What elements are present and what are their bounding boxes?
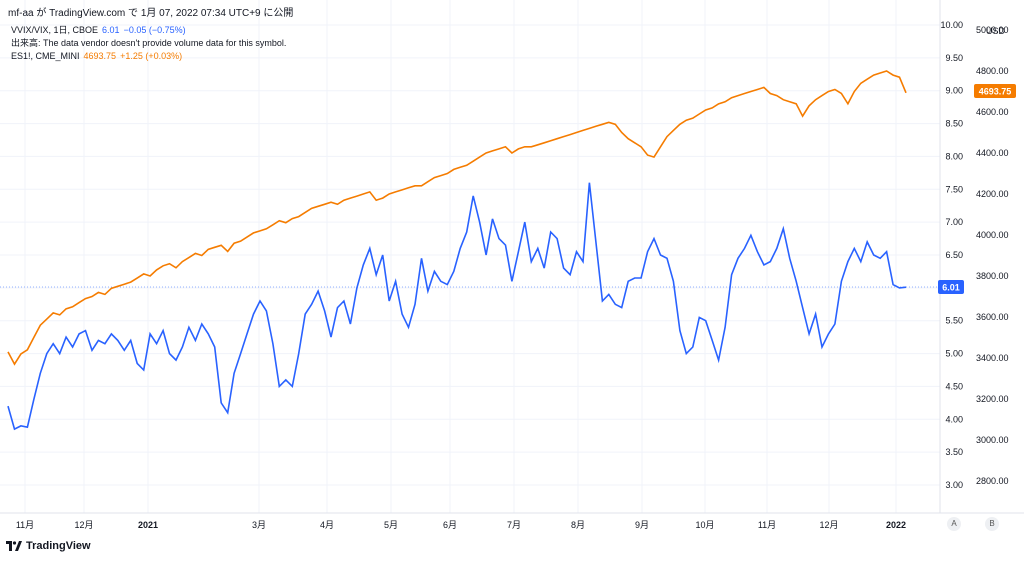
vvix-series-line xyxy=(7,182,907,431)
time-axis-tick-label: 12月 xyxy=(819,520,838,530)
left-axis-tick-label: 6.50 xyxy=(945,250,963,260)
right-axis-tick-label: 3000.00 xyxy=(976,435,1009,445)
left-axis-tick-label: 5.50 xyxy=(945,316,963,326)
b-scale-button[interactable]: B xyxy=(985,517,999,531)
left-axis-tick-label: 3.00 xyxy=(945,480,963,490)
right-axis-tick-label: 3200.00 xyxy=(976,394,1009,404)
legend-volume-row: 出来高: The data vendor doesn't provide vol… xyxy=(11,37,286,50)
right-axis-tick-label: 5000.00 xyxy=(976,25,1009,35)
time-axis-tick-label: 10月 xyxy=(695,520,714,530)
legend-es-label: ES1!, CME_MINI xyxy=(11,51,80,61)
right-axis-tick-label: 3400.00 xyxy=(976,353,1009,363)
legend-volume-note: 出来高: The data vendor doesn't provide vol… xyxy=(11,38,287,48)
right-axis-tick-label: 4600.00 xyxy=(976,107,1009,117)
right-axis-tick-label: 2800.00 xyxy=(976,476,1009,486)
legend-vvix-label: VVIX/VIX, 1日, CBOE xyxy=(11,25,99,35)
time-axis-tick-label: 7月 xyxy=(507,520,521,530)
left-axis-tick-label: 4.00 xyxy=(945,414,963,424)
time-axis-ticks: 11月 12月 2021 3月 4月 5月 6月 7月 8月 9月 10月 11月 12月 2022 xyxy=(16,520,906,530)
legend-vvix-change: −0.05 (−0.75%) xyxy=(123,25,186,35)
tradingview-logo-text: TradingView xyxy=(26,540,91,552)
time-axis-tick-label: 9月 xyxy=(635,520,649,530)
time-axis-tick-label: 4月 xyxy=(320,520,334,530)
left-axis-tick-label: 3.50 xyxy=(945,447,963,457)
left-axis-tick-label: 9.50 xyxy=(945,53,963,63)
tradingview-logo-icon xyxy=(6,541,22,551)
es-last-value-label: 4693.75 xyxy=(974,84,1016,98)
tradingview-logo: TradingView xyxy=(6,540,91,552)
time-axis-tick-label: 3月 xyxy=(252,520,266,530)
time-axis-tick-label: 2022 xyxy=(886,520,906,530)
vvix-last-value-label: 6.01 xyxy=(938,280,964,294)
left-axis-tick-label: 8.50 xyxy=(945,119,963,129)
publish-info: mf-aa が TradingView.com で 1月 07, 2022 07… xyxy=(8,8,294,19)
left-axis-tick-label: 7.00 xyxy=(945,217,963,227)
right-axis-tick-label: 4200.00 xyxy=(976,189,1009,199)
legend-es-change: +1.25 (+0.03%) xyxy=(120,51,183,61)
svg-text:6.01: 6.01 xyxy=(942,283,960,293)
left-axis-tick-label: 7.50 xyxy=(945,184,963,194)
right-axis-tick-label: 3800.00 xyxy=(976,271,1009,281)
time-axis-tick-label: 11月 xyxy=(758,520,776,530)
legend-es-row[interactable]: ES1!, CME_MINI 4693.75 +1.25 (+0.03%) xyxy=(11,50,286,63)
left-axis-tick-label: 5.00 xyxy=(945,349,963,359)
left-axis-ticks: 3.003.504.004.505.005.506.006.507.007.50… xyxy=(940,20,963,490)
currency-label: USD xyxy=(986,26,1006,36)
svg-text:4693.75: 4693.75 xyxy=(979,87,1012,97)
time-axis-tick-label: 5月 xyxy=(384,520,398,530)
legend: VVIX/VIX, 1日, CBOE 6.01 −0.05 (−0.75%) 出… xyxy=(11,24,286,63)
right-axis-tick-label: 3600.00 xyxy=(976,312,1009,322)
right-axis-tick-label: 4400.00 xyxy=(976,148,1009,158)
time-axis-tick-label: 2021 xyxy=(138,520,158,530)
time-axis-tick-label: 6月 xyxy=(443,520,457,530)
time-axis-tick-label: 8月 xyxy=(571,520,585,530)
left-axis-tick-label: 9.00 xyxy=(945,86,963,96)
time-axis-tick-label: 12月 xyxy=(74,520,93,530)
right-axis-tick-label: 4800.00 xyxy=(976,66,1009,76)
time-axis-tick-label: 11月 xyxy=(16,520,34,530)
legend-vvix-row[interactable]: VVIX/VIX, 1日, CBOE 6.01 −0.05 (−0.75%) xyxy=(11,24,286,37)
auto-scale-button[interactable]: A xyxy=(947,517,961,531)
es-series-line xyxy=(7,70,907,366)
left-axis-tick-label: 8.00 xyxy=(945,151,963,161)
grid xyxy=(0,0,940,513)
right-axis-ticks: 2800.00 3000.00 3200.00 3400.00 3600.00 3800.… xyxy=(976,25,1009,486)
left-axis-tick-label: 10.00 xyxy=(940,20,963,30)
legend-vvix-value: 6.01 xyxy=(102,25,120,35)
legend-es-value: 4693.75 xyxy=(83,51,117,61)
left-axis-tick-label: 4.50 xyxy=(945,381,963,391)
right-axis-tick-label: 4000.00 xyxy=(976,230,1009,240)
